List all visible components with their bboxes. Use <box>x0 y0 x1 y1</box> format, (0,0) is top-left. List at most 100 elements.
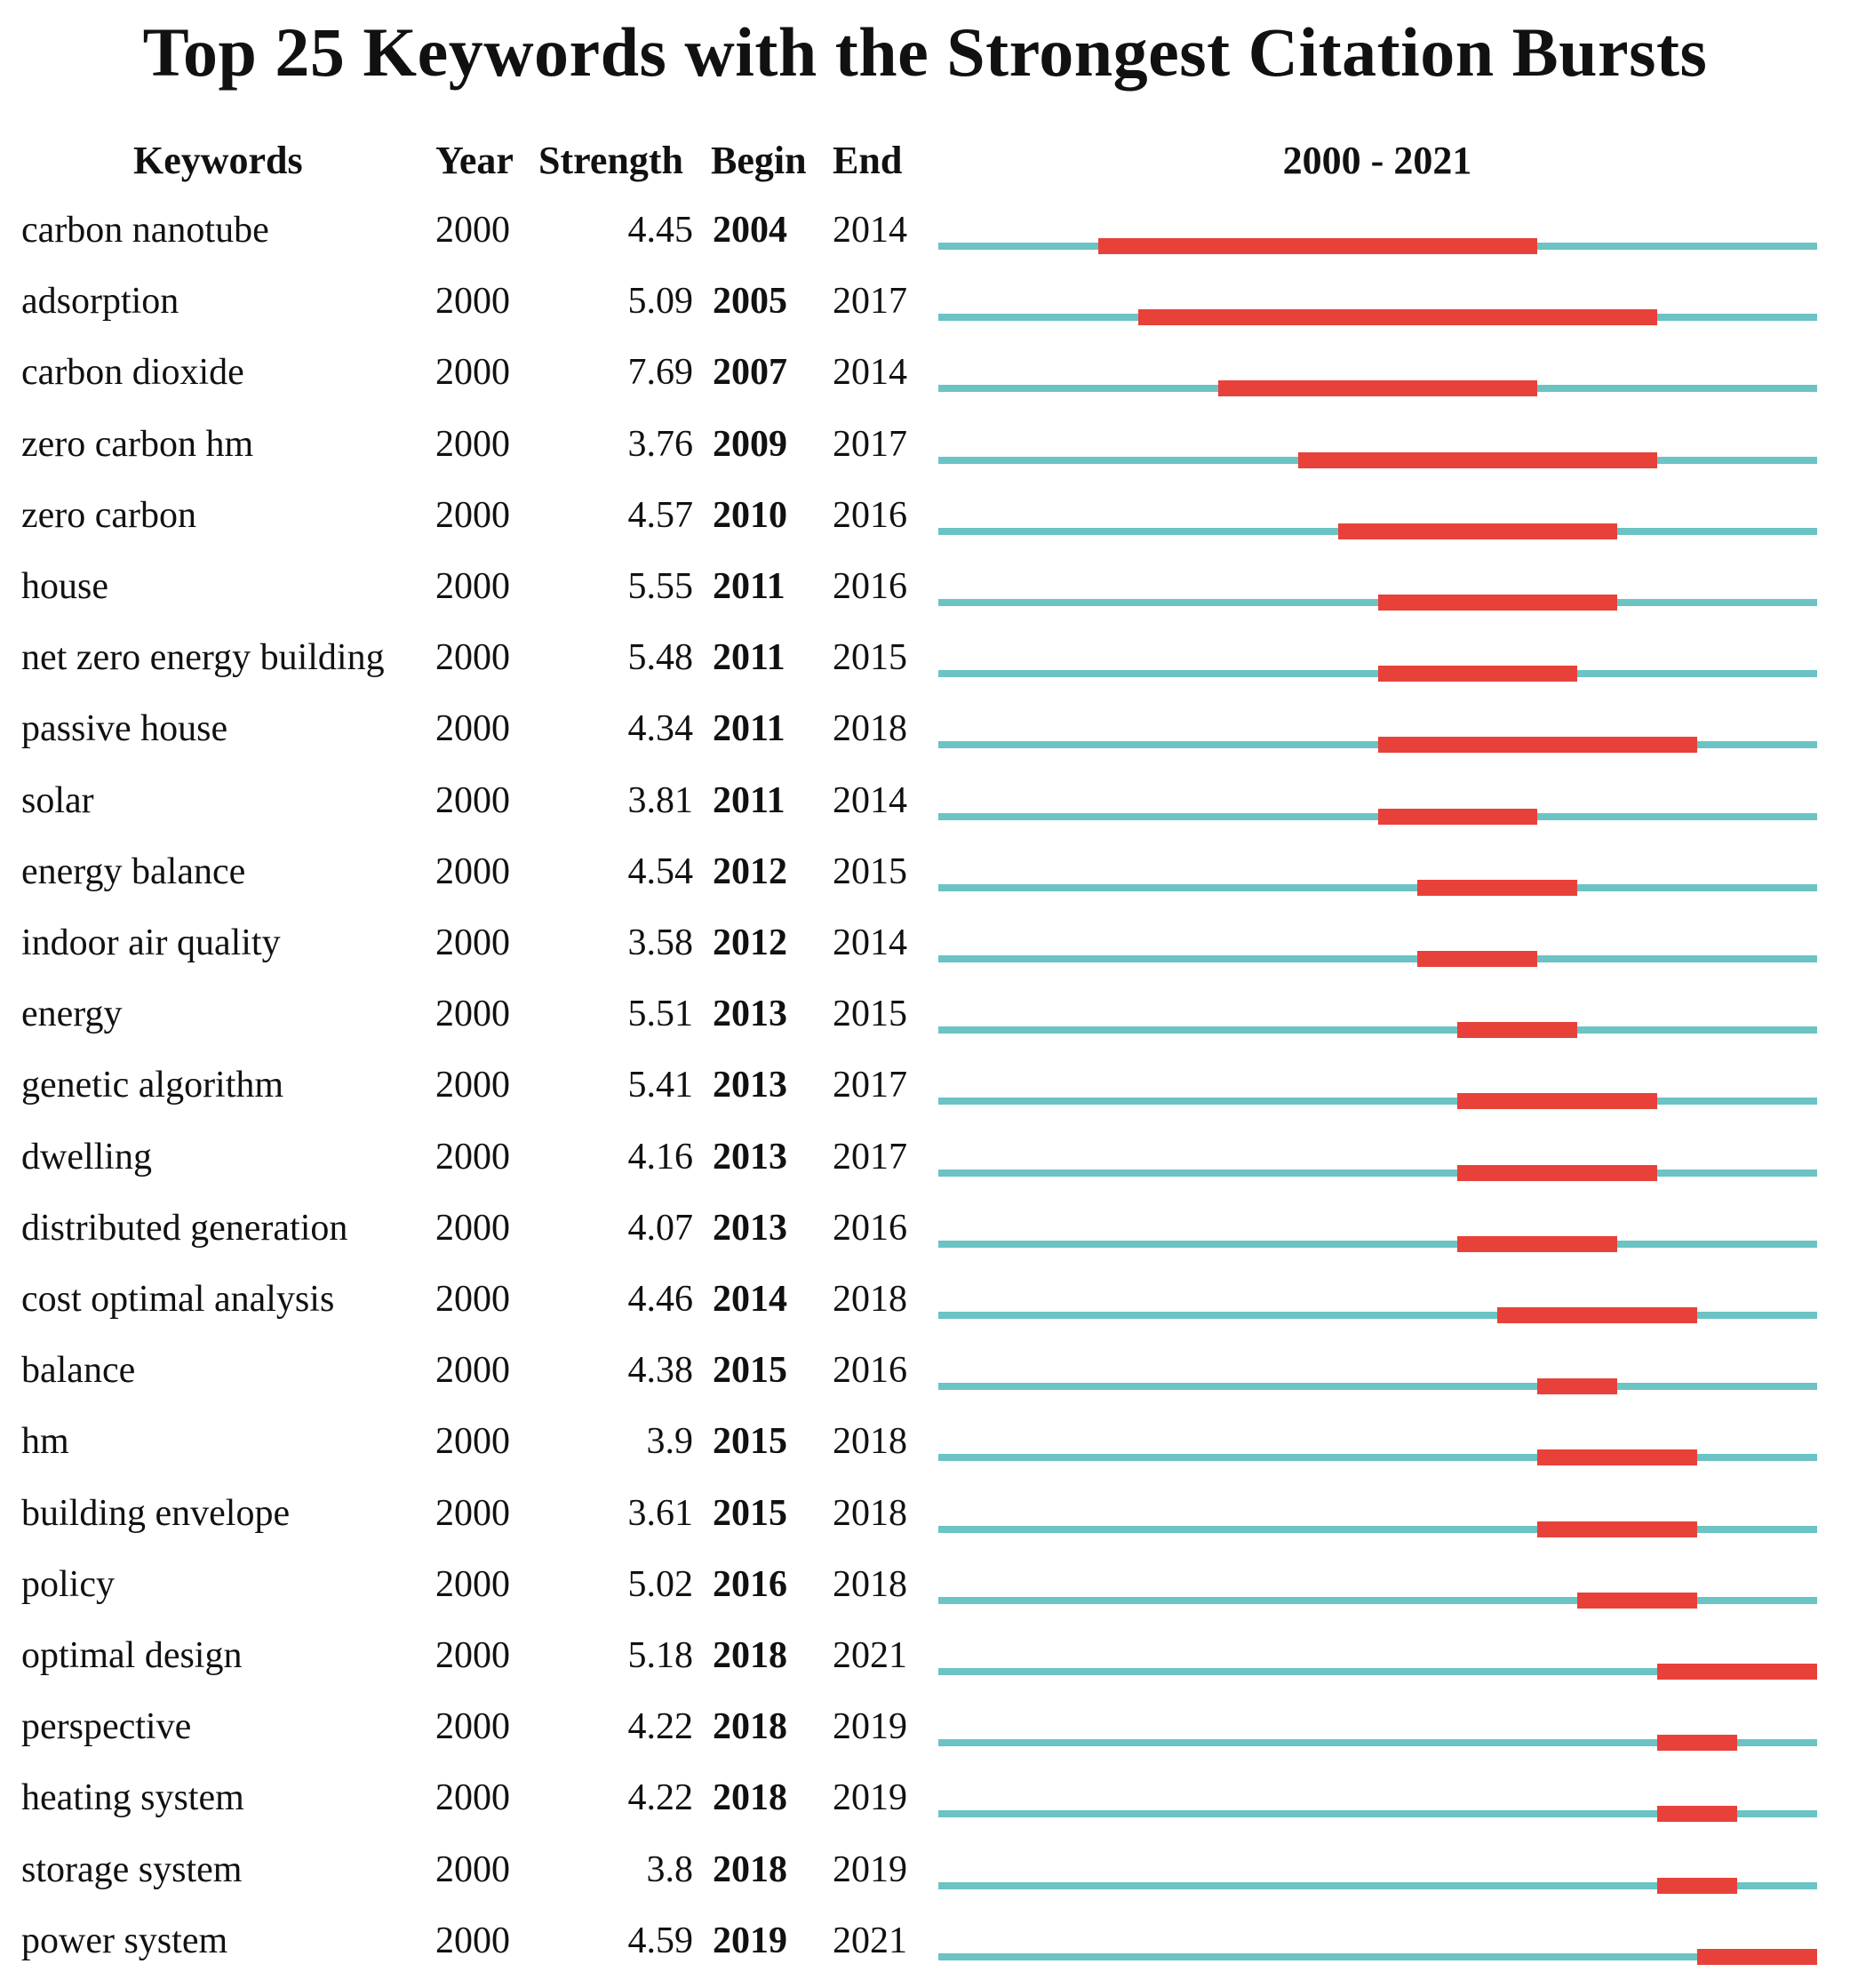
keyword-cell: optimal design <box>21 1635 243 1676</box>
year-cell: 2000 <box>435 352 510 394</box>
keyword-cell: carbon dioxide <box>21 352 244 394</box>
keyword-cell: energy <box>21 994 123 1035</box>
strength-cell: 5.09 <box>627 281 694 323</box>
timeline-baseline <box>938 1525 1817 1533</box>
strength-cell: 4.54 <box>627 850 694 892</box>
timeline-baseline <box>938 1596 1817 1604</box>
table-row: zero carbon hm 2000 3.76 2009 2017 <box>0 420 1850 491</box>
strength-cell: 3.61 <box>627 1492 694 1534</box>
burst-bar <box>1537 1521 1698 1537</box>
burst-bar <box>1657 1877 1738 1894</box>
end-cell: 2017 <box>833 281 907 323</box>
burst-bar <box>1457 1093 1658 1110</box>
table-row: building envelope 2000 3.61 2015 2018 <box>0 1489 1850 1561</box>
end-cell: 2014 <box>833 210 907 251</box>
strength-cell: 4.59 <box>627 1920 694 1961</box>
table-row: genetic algorithm 2000 5.41 2013 2017 <box>0 1061 1850 1132</box>
chart-title: Top 25 Keywords with the Strongest Citat… <box>142 13 1708 91</box>
header-begin: Begin <box>711 139 807 182</box>
year-cell: 2000 <box>435 1563 510 1605</box>
strength-cell: 3.76 <box>627 423 694 465</box>
burst-bar <box>1417 879 1578 896</box>
begin-cell: 2018 <box>713 1777 787 1819</box>
keyword-cell: house <box>21 566 108 607</box>
year-cell: 2000 <box>435 210 510 251</box>
keyword-cell: indoor air quality <box>21 922 281 963</box>
end-cell: 2021 <box>833 1635 907 1676</box>
strength-cell: 3.58 <box>627 922 694 963</box>
timeline-baseline <box>938 1169 1817 1177</box>
end-cell: 2015 <box>833 994 907 1035</box>
keyword-cell: balance <box>21 1350 136 1392</box>
keyword-cell: zero carbon <box>21 494 197 536</box>
begin-cell: 2013 <box>713 1065 787 1106</box>
begin-cell: 2015 <box>713 1350 787 1392</box>
begin-cell: 2012 <box>713 850 787 892</box>
begin-cell: 2010 <box>713 494 787 536</box>
begin-cell: 2014 <box>713 1279 787 1320</box>
burst-bar <box>1457 1235 1618 1252</box>
keyword-cell: genetic algorithm <box>21 1065 284 1106</box>
keyword-cell: carbon nanotube <box>21 210 269 251</box>
end-cell: 2018 <box>833 1563 907 1605</box>
year-cell: 2000 <box>435 1848 510 1890</box>
begin-cell: 2011 <box>713 708 785 750</box>
table-row: net zero energy building 2000 5.48 2011 2015 <box>0 634 1850 705</box>
table-row: power system 2000 4.59 2019 2021 <box>0 1917 1850 1988</box>
timeline-baseline <box>938 1810 1817 1818</box>
end-cell: 2019 <box>833 1777 907 1819</box>
table-row: energy 2000 5.51 2013 2015 <box>0 990 1850 1061</box>
end-cell: 2014 <box>833 779 907 821</box>
burst-bar <box>1537 1378 1618 1395</box>
strength-cell: 5.55 <box>627 566 694 607</box>
year-cell: 2000 <box>435 1136 510 1178</box>
end-cell: 2017 <box>833 423 907 465</box>
table-row: passive house 2000 4.34 2011 2018 <box>0 705 1850 776</box>
header-keywords: Keywords <box>133 139 303 182</box>
end-cell: 2016 <box>833 1207 907 1249</box>
keyword-cell: perspective <box>21 1706 192 1748</box>
timeline-baseline <box>938 955 1817 962</box>
keyword-cell: net zero energy building <box>21 637 385 679</box>
timeline-baseline <box>938 1312 1817 1319</box>
year-cell: 2000 <box>435 1706 510 1748</box>
year-cell: 2000 <box>435 281 510 323</box>
begin-cell: 2015 <box>713 1492 787 1534</box>
keyword-cell: dwelling <box>21 1136 152 1178</box>
begin-cell: 2013 <box>713 994 787 1035</box>
keyword-cell: distributed generation <box>21 1207 348 1249</box>
end-cell: 2014 <box>833 922 907 963</box>
timeline-baseline <box>938 1098 1817 1106</box>
keyword-cell: adsorption <box>21 281 179 323</box>
year-cell: 2000 <box>435 922 510 963</box>
strength-cell: 4.07 <box>627 1207 694 1249</box>
strength-cell: 4.57 <box>627 494 694 536</box>
end-cell: 2021 <box>833 1920 907 1961</box>
year-cell: 2000 <box>435 1920 510 1961</box>
burst-bar <box>1377 808 1538 825</box>
year-cell: 2000 <box>435 1421 510 1463</box>
header-year: Year <box>435 139 514 182</box>
burst-bar <box>1497 1307 1698 1323</box>
begin-cell: 2016 <box>713 1563 787 1605</box>
timeline-baseline <box>938 1026 1817 1034</box>
strength-cell: 3.8 <box>646 1848 694 1890</box>
strength-cell: 5.48 <box>627 637 694 679</box>
burst-bar <box>1337 523 1618 539</box>
strength-cell: 4.16 <box>627 1136 694 1178</box>
end-cell: 2017 <box>833 1136 907 1178</box>
burst-bar <box>1657 1806 1738 1823</box>
keyword-cell: policy <box>21 1563 115 1605</box>
timeline-baseline <box>938 1668 1817 1675</box>
strength-cell: 4.45 <box>627 210 694 251</box>
burst-bar <box>1217 380 1538 397</box>
begin-cell: 2015 <box>713 1421 787 1463</box>
strength-cell: 5.41 <box>627 1065 694 1106</box>
burst-bar <box>1417 951 1538 967</box>
keyword-cell: passive house <box>21 708 228 750</box>
burst-bar <box>1377 595 1618 611</box>
end-cell: 2018 <box>833 708 907 750</box>
end-cell: 2019 <box>833 1706 907 1748</box>
begin-cell: 2011 <box>713 566 785 607</box>
strength-cell: 3.9 <box>646 1421 694 1463</box>
